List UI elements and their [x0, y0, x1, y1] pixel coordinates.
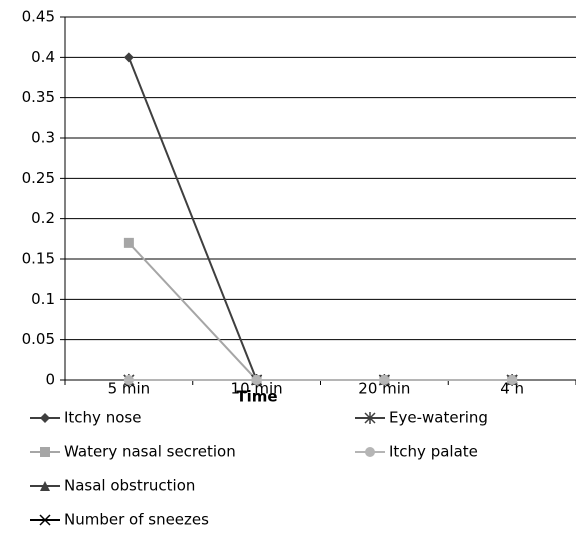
legend-label: Itchy nose	[64, 409, 141, 427]
y-tick-label: 0.3	[31, 129, 55, 147]
marker	[40, 481, 50, 491]
marker	[40, 413, 50, 423]
legend-label: Nasal obstruction	[64, 477, 195, 495]
x-axis-title: Time	[236, 388, 277, 406]
marker	[365, 447, 375, 457]
marker	[364, 412, 376, 424]
x-tick-label: 20 min	[358, 380, 410, 398]
legend-label: Itchy palate	[389, 443, 478, 461]
marker	[40, 447, 50, 457]
series-line	[128, 242, 513, 381]
x-tick-label: 10 min	[231, 380, 283, 398]
marker	[507, 375, 518, 385]
y-tick-label: 0	[45, 371, 55, 389]
x-tick-label: 5 min	[108, 380, 151, 398]
marker	[39, 514, 51, 526]
marker	[123, 237, 134, 248]
marker	[123, 375, 134, 385]
y-tick-label: 0.35	[22, 88, 55, 106]
marker	[123, 52, 134, 63]
y-tick-label: 0.4	[31, 48, 55, 66]
y-tick-label: 0.1	[31, 290, 55, 308]
y-tick-label: 0.2	[31, 209, 55, 227]
marker	[251, 375, 262, 385]
y-tick-label: 0.05	[22, 330, 55, 348]
marker	[379, 375, 390, 385]
legend-label: Watery nasal secretion	[64, 443, 236, 461]
y-tick-label: 0.15	[22, 250, 55, 268]
y-tick-label: 0.45	[22, 8, 55, 26]
legend-label: Eye-watering	[389, 409, 488, 427]
y-tick-label: 0.25	[22, 169, 55, 187]
legend-label: Number of sneezes	[64, 511, 209, 529]
x-tick-label: 4 h	[500, 380, 524, 398]
